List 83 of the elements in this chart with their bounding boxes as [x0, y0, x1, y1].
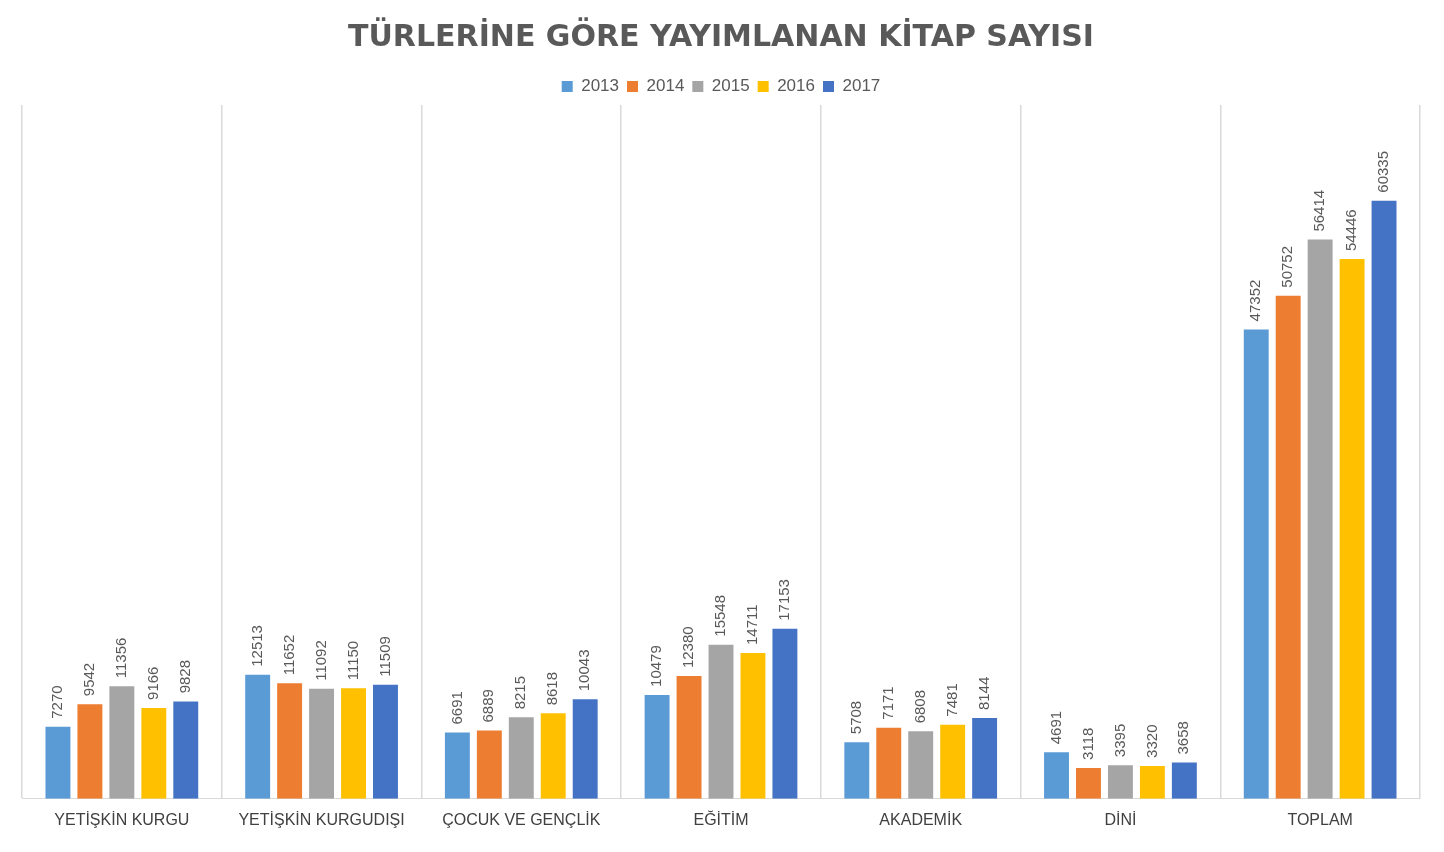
bar	[972, 718, 998, 799]
data-label: 11092	[311, 640, 329, 681]
bar	[508, 717, 534, 799]
x-tick-label: YETİŞKİN KURGUDIŞI	[238, 809, 405, 828]
bar	[676, 676, 702, 799]
data-label: 50752	[1278, 245, 1296, 288]
bar	[341, 688, 366, 799]
bar	[1243, 329, 1269, 799]
bar	[1339, 259, 1365, 799]
chart-title: TÜRLERİNE GÖRE YAYIMLANAN KİTAP SAYISI	[348, 16, 1094, 53]
x-tick-label: AKADEMİK	[879, 809, 963, 828]
data-label: 9542	[80, 662, 98, 697]
legend-label: 2014	[646, 76, 685, 96]
data-label: 10043	[575, 649, 593, 692]
bar	[940, 724, 966, 799]
bar	[1076, 767, 1101, 799]
data-label: 11356	[112, 637, 129, 679]
data-label: 9828	[175, 660, 193, 694]
data-label: 54446	[1342, 209, 1360, 252]
bar	[1107, 765, 1133, 799]
data-label: 12380	[679, 626, 697, 669]
data-label: 8618	[543, 671, 561, 706]
bar	[1371, 200, 1397, 799]
bar	[572, 699, 598, 799]
bar	[1171, 762, 1197, 799]
bar	[708, 644, 734, 799]
data-label: 6808	[910, 689, 928, 724]
data-label: 6691	[447, 691, 465, 725]
bar	[444, 732, 470, 799]
data-label: 10479	[647, 645, 665, 687]
data-label: 3118	[1078, 727, 1096, 760]
data-label: 5708	[846, 700, 864, 735]
legend-label: 2013	[581, 76, 620, 96]
bar	[908, 731, 934, 799]
bar	[476, 730, 502, 799]
x-tick-label: ÇOCUK VE GENÇLİK	[442, 809, 601, 828]
data-label: 3395	[1110, 723, 1128, 758]
bar	[109, 686, 135, 799]
legend-label: 2016	[777, 76, 815, 96]
data-label: 8144	[974, 676, 992, 711]
bar	[1139, 765, 1165, 799]
data-label: 11150	[343, 640, 361, 681]
data-label: 6889	[479, 689, 497, 723]
bar	[644, 694, 670, 799]
data-label: 8215	[511, 675, 529, 710]
bar	[277, 683, 303, 799]
legend-label: 2017	[842, 76, 881, 96]
data-label: 17153	[775, 579, 793, 621]
bar	[245, 674, 271, 799]
data-label: 3320	[1142, 724, 1160, 758]
bar	[1275, 295, 1301, 799]
x-tick-label: EĞİTİM	[693, 809, 749, 828]
bar	[173, 701, 199, 799]
bar	[141, 707, 167, 799]
bar	[309, 688, 335, 799]
data-label: 56414	[1310, 189, 1328, 232]
bar	[77, 704, 103, 799]
data-label: 4691	[1046, 710, 1064, 745]
data-label: 11652	[279, 634, 297, 676]
legend-label: 2015	[711, 76, 750, 96]
data-label: 14711	[743, 604, 761, 645]
x-tick-label: YETİŞKİN KURGU	[54, 809, 190, 828]
bar	[45, 726, 71, 799]
x-tick-label: DİNİ	[1104, 809, 1137, 828]
bar	[740, 652, 766, 799]
data-label: 47352	[1246, 279, 1264, 322]
bar	[1044, 752, 1069, 799]
bar	[876, 727, 902, 799]
bar	[844, 742, 870, 799]
data-label: 12513	[247, 625, 265, 667]
bar	[373, 684, 398, 799]
bar	[772, 628, 798, 799]
data-label: 7270	[48, 685, 66, 719]
data-label: 9166	[143, 666, 161, 700]
data-label: 7481	[942, 683, 960, 717]
data-label: 60335	[1374, 150, 1392, 193]
bar	[540, 713, 566, 799]
data-label: 7171	[878, 686, 896, 720]
data-label: 15548	[711, 594, 729, 637]
x-tick-label: TOPLAM	[1287, 810, 1353, 828]
data-label: 3658	[1174, 721, 1192, 755]
data-label: 11509	[375, 636, 393, 677]
bar	[1307, 239, 1333, 799]
